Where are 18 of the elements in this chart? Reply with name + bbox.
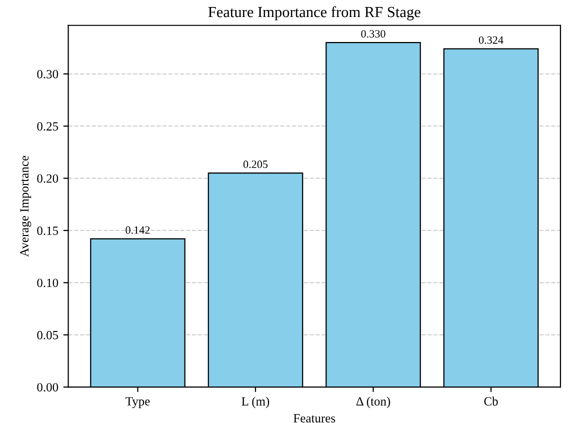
y-tick-label: 0.00 xyxy=(37,383,58,392)
y-axis-title: Average Importance xyxy=(20,156,32,257)
data-label: 0.205 xyxy=(243,160,268,168)
y-tick-label: 0.20 xyxy=(37,174,58,183)
x-tick-label: Type xyxy=(126,397,150,408)
y-tick-label: 0.05 xyxy=(37,330,58,340)
x-tick-label: Cb xyxy=(484,396,498,406)
data-label: 0.142 xyxy=(126,226,150,234)
y-tick-label: 0.30 xyxy=(37,70,58,78)
x-axis-title: Features xyxy=(294,414,336,422)
y-tick-label: 0.15 xyxy=(37,226,58,235)
y-tick-label: 0.25 xyxy=(37,122,58,131)
y-tick-label: 0.10 xyxy=(37,278,58,288)
chart-title: Feature Importance from RF Stage xyxy=(208,6,420,20)
x-tick-label: L (m) xyxy=(242,396,270,408)
data-label: 0.324 xyxy=(478,36,504,44)
x-tick-label: Δ (ton) xyxy=(356,396,390,408)
data-label: 0.330 xyxy=(361,30,386,38)
